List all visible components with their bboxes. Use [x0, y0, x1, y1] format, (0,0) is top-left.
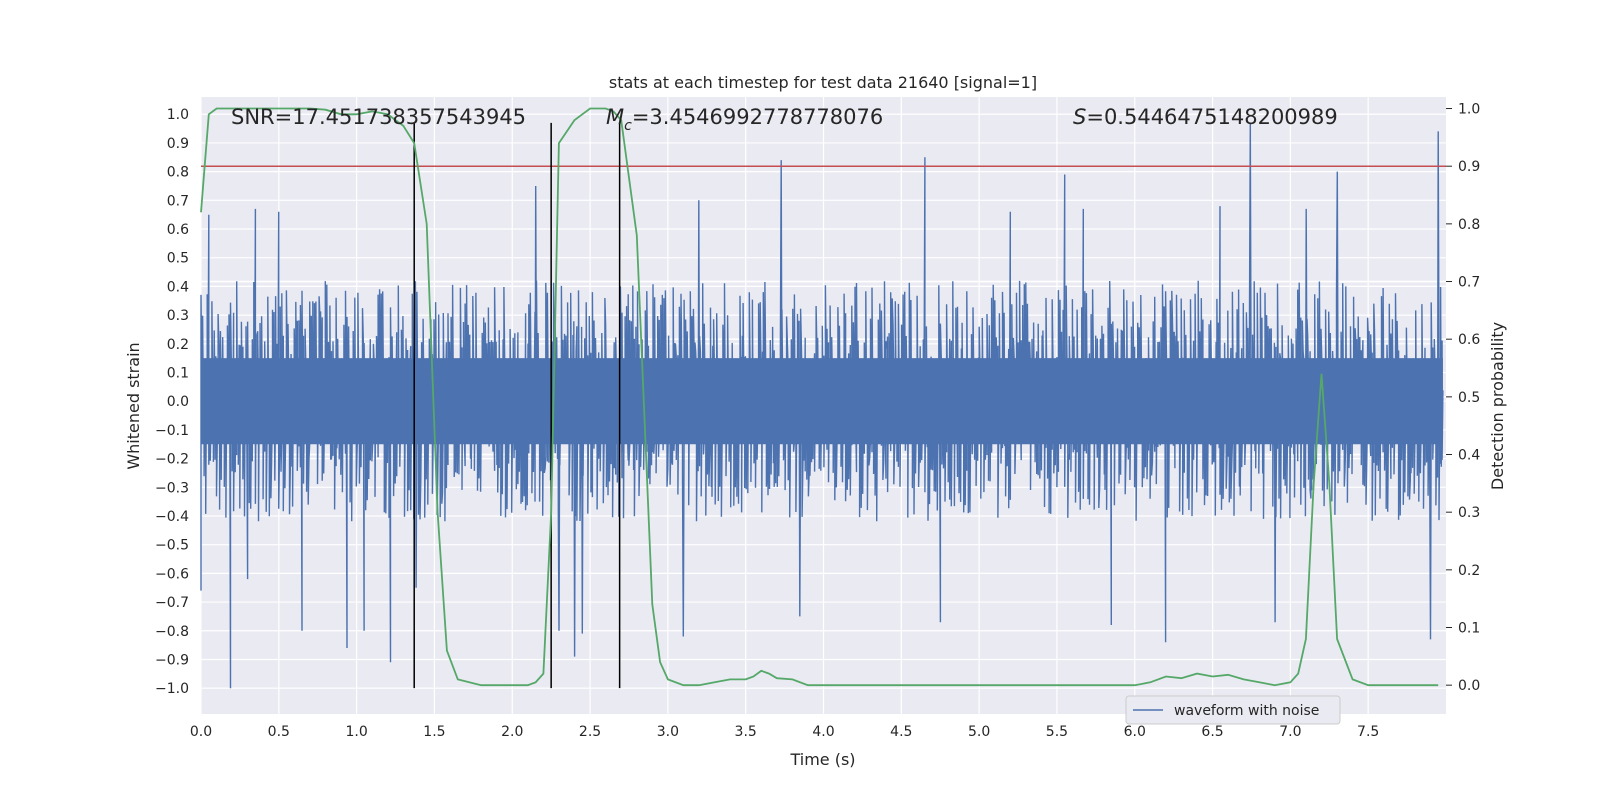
y-left-tick-label-11: −0.1	[155, 423, 189, 439]
y-right-axis-label: Detection probability	[1488, 322, 1507, 490]
y-right-tick-label-5: 0.5	[1458, 390, 1480, 406]
y-left-tick-label-15: −0.5	[155, 538, 189, 554]
y-left-tick-label-16: −0.6	[155, 566, 189, 582]
mc-symbol: M	[606, 105, 624, 129]
y-right-tick-label-1: 0.9	[1458, 159, 1480, 175]
vertical-markers	[413, 122, 621, 689]
chirp-mass-annotation: Mc=3.4546992778778076	[606, 105, 883, 134]
s-value: =0.5446475148200989	[1086, 105, 1337, 129]
snr-annotation: SNR=17.451738357543945	[231, 105, 526, 129]
legend-label: waveform with noise	[1174, 703, 1319, 719]
y-left-tick-label-18: −0.8	[155, 624, 189, 640]
x-tick-label-10: 5.0	[968, 724, 990, 740]
x-tick-label-9: 4.5	[890, 724, 912, 740]
y-right-tick-label-6: 0.4	[1458, 448, 1480, 464]
x-tick-label-5: 2.5	[579, 724, 601, 740]
x-tick-label-8: 4.0	[812, 724, 834, 740]
probability-series-group	[200, 107, 1439, 687]
y-left-tick-label-6: 0.4	[167, 279, 189, 295]
y-left-tick-label-2: 0.8	[167, 165, 189, 181]
y-left-tick-label-14: −0.4	[155, 509, 189, 525]
detection-probability-line	[200, 107, 1439, 687]
mc-subscript: c	[624, 118, 632, 134]
x-tick-label-6: 3.0	[657, 724, 679, 740]
y-left-tick-label-19: −0.9	[155, 652, 189, 668]
chart-title: stats at each timestep for test data 216…	[609, 73, 1037, 92]
y-left-tick-label-4: 0.6	[167, 222, 189, 238]
x-tick-label-11: 5.5	[1046, 724, 1068, 740]
y-right-tick-label-7: 0.3	[1458, 505, 1480, 521]
x-tick-label-3: 1.5	[423, 724, 445, 740]
s-annotation: S=0.5446475148200989	[1073, 105, 1338, 129]
y-left-tick-label-12: −0.2	[155, 452, 189, 468]
y-left-tick-label-10: 0.0	[167, 394, 189, 410]
mc-value: =3.4546992778778076	[632, 105, 883, 129]
y-right-tick-label-2: 0.8	[1458, 217, 1480, 233]
y-left-tick-label-1: 0.9	[167, 136, 189, 152]
y-left-axis-ticks: 1.0 0.9 0.8 0.7 0.6 0.5 0.4 0.3 0.2 0.1 0.0 −0.1 −0.…	[155, 107, 189, 697]
x-axis-label: Time (s)	[789, 750, 855, 769]
x-tick-label-7: 3.5	[735, 724, 757, 740]
y-left-tick-label-9: 0.1	[167, 365, 189, 381]
x-tick-label-14: 7.0	[1279, 724, 1301, 740]
y-left-axis-label: Whitened strain	[124, 342, 143, 469]
y-left-tick-label-7: 0.3	[167, 308, 189, 324]
legend: waveform with noise	[1125, 695, 1341, 725]
s-symbol: S	[1073, 105, 1086, 129]
y-right-tick-label-10: 0.0	[1458, 678, 1480, 694]
y-left-tick-label-20: −1.0	[155, 681, 189, 697]
x-tick-label-13: 6.5	[1201, 724, 1223, 740]
y-left-tick-label-8: 0.2	[167, 337, 189, 353]
x-axis-ticks: 0.0 0.5 1.0 1.5 2.0 2.5 3.0 3.5 4.0 4.5 5.0 5.5 6.0 6…	[190, 724, 1379, 740]
x-tick-label-0: 0.0	[190, 724, 212, 740]
y-right-tick-label-3: 0.7	[1458, 275, 1480, 291]
x-tick-label-15: 7.5	[1357, 724, 1379, 740]
x-tick-label-4: 2.0	[501, 724, 523, 740]
y-right-axis-ticks: 1.0 0.9 0.8 0.7 0.6 0.5 0.4 0.3 0.2 0.1 0.0	[1446, 102, 1480, 694]
x-tick-label-1: 0.5	[268, 724, 290, 740]
y-right-tick-label-4: 0.6	[1458, 332, 1480, 348]
waveform-series	[200, 122, 1444, 689]
y-left-tick-label-13: −0.3	[155, 480, 189, 496]
y-left-tick-label-17: −0.7	[155, 595, 189, 611]
y-right-tick-label-8: 0.2	[1458, 563, 1480, 579]
waveform-core-band	[201, 358, 1443, 445]
y-right-tick-label-9: 0.1	[1458, 621, 1480, 637]
x-tick-label-12: 6.0	[1124, 724, 1146, 740]
legend-box	[1125, 695, 1341, 725]
y-left-tick-label-3: 0.7	[167, 193, 189, 209]
x-tick-label-2: 1.0	[345, 724, 367, 740]
y-right-tick-label-0: 1.0	[1458, 102, 1480, 118]
y-left-tick-label-5: 0.5	[167, 251, 189, 267]
y-left-tick-label-0: 1.0	[167, 107, 189, 123]
